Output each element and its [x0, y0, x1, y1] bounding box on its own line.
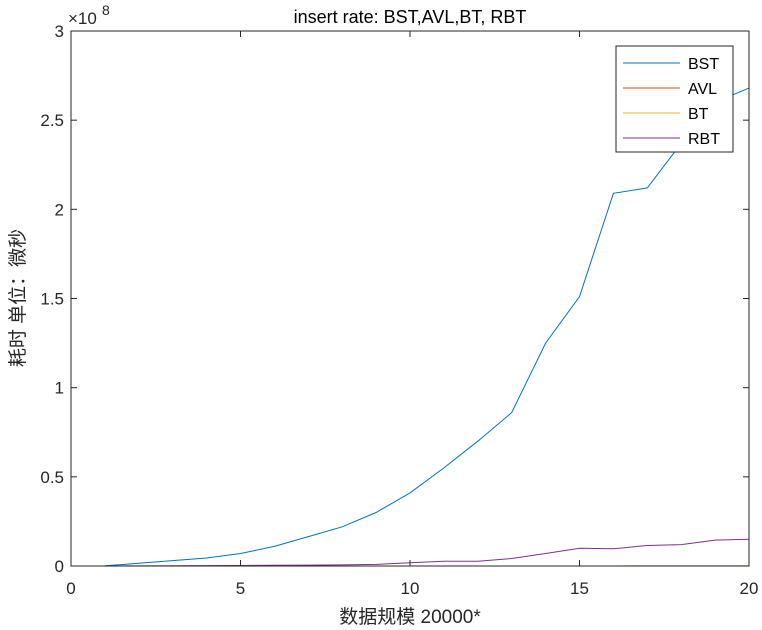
legend-label-bt: BT — [688, 106, 709, 123]
legend-label-rbt: RBT — [688, 131, 720, 148]
chart-title: insert rate: BST,AVL,BT, RBT — [294, 7, 527, 27]
x-tick-label: 20 — [740, 579, 759, 598]
y-tick-label: 3 — [55, 22, 64, 41]
y-tick-label: 2.5 — [40, 111, 64, 130]
legend-label-avl: AVL — [688, 81, 717, 98]
axes — [70, 30, 750, 567]
tick-labels: 0 5 10 15 20 0 0.5 1 1.5 2 2.5 3 — [40, 22, 758, 598]
legend-box — [615, 45, 734, 153]
x-tick-label: 15 — [570, 579, 589, 598]
y-exponent-base: ×10 — [68, 9, 97, 28]
y-tick-label: 0 — [55, 557, 64, 576]
y-tick-label: 2 — [55, 200, 64, 219]
legend-label-bst: BST — [688, 56, 719, 73]
x-tick-label: 5 — [236, 579, 245, 598]
series-line-bst — [104, 87, 750, 567]
y-tick-label: 1.5 — [40, 290, 64, 309]
x-tick-label: 10 — [401, 579, 420, 598]
y-exponent: ×10 8 — [68, 2, 110, 28]
x-tick-label: 0 — [66, 579, 75, 598]
y-tick-label: 0.5 — [40, 468, 64, 487]
x-axis-label: 数据规模 20000* — [339, 606, 481, 628]
y-axis-label: 耗时 单位：微秒 — [7, 229, 29, 367]
y-tick-label: 1 — [55, 379, 64, 398]
y-exponent-power: 8 — [102, 2, 110, 18]
legend: BST AVL BT RBT — [615, 45, 734, 153]
